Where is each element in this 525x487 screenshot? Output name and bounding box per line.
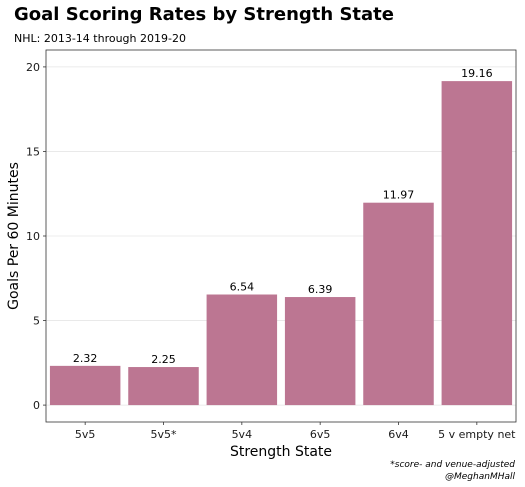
caption: *score- and venue-adjusted @MeghanMHall (390, 459, 515, 483)
bar-6v5 (284, 297, 356, 406)
data-label: 11.97 (383, 189, 415, 202)
y-tick-label: 20 (26, 61, 40, 74)
y-axis-ticks: 0 5 10 15 20 (26, 61, 46, 412)
chart-subtitle: NHL: 2013-14 through 2019-20 (14, 32, 186, 45)
x-tick-label: 5v4 (232, 428, 253, 441)
x-tick-label: 5 v empty net (438, 428, 516, 441)
x-axis-title: Strength State (230, 444, 332, 460)
data-label: 19.16 (461, 67, 493, 80)
y-tick-label: 5 (33, 315, 40, 328)
bar-5-v-empty-net (441, 81, 513, 406)
x-tick-label: 5v5 (75, 428, 96, 441)
bar-5v5 (49, 365, 121, 406)
y-tick-label: 10 (26, 230, 40, 243)
x-tick-label: 5v5* (150, 428, 177, 441)
x-tick-label: 6v4 (388, 428, 409, 441)
caption-note: *score- and venue-adjusted (390, 460, 515, 470)
y-tick-label: 0 (33, 399, 40, 412)
bar-5v4 (206, 294, 278, 406)
data-labels: 2.32 2.25 6.54 6.39 11.97 19.16 (73, 67, 493, 366)
gridlines (46, 66, 516, 406)
data-label: 6.54 (230, 281, 255, 294)
data-label: 2.25 (151, 353, 176, 366)
caption-author: @MeghanMHall (445, 472, 515, 482)
y-axis-title: Goals Per 60 Minutes (6, 162, 22, 310)
chart-title: Goal Scoring Rates by Strength State (14, 4, 394, 25)
data-label: 2.32 (73, 352, 98, 365)
bar-5v5 (128, 367, 199, 406)
x-tick-label: 6v5 (310, 428, 331, 441)
data-label: 6.39 (308, 283, 333, 296)
bar-6v4 (363, 202, 434, 406)
x-axis-ticks: 5v5 5v5* 5v4 6v5 6v4 5 v empty net (75, 422, 516, 441)
bars (49, 81, 513, 406)
y-tick-label: 15 (26, 145, 40, 158)
